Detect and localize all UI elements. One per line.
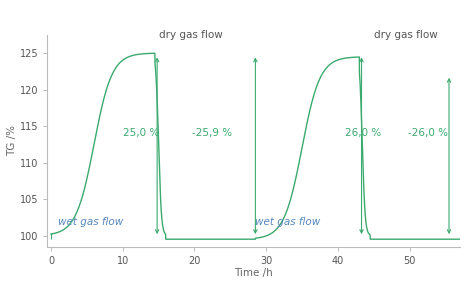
Text: 26,0 %: 26,0 % bbox=[345, 128, 381, 138]
Text: -25,9 %: -25,9 % bbox=[192, 128, 232, 138]
Text: 25,0 %: 25,0 % bbox=[122, 128, 159, 138]
Text: wet gas flow: wet gas flow bbox=[58, 218, 123, 227]
Text: dry gas flow: dry gas flow bbox=[374, 30, 438, 40]
Text: dry gas flow: dry gas flow bbox=[159, 30, 223, 40]
Text: wet gas flow: wet gas flow bbox=[255, 218, 320, 227]
Text: -26,0 %: -26,0 % bbox=[408, 128, 447, 138]
Y-axis label: TG /%: TG /% bbox=[7, 125, 17, 156]
X-axis label: Time /h: Time /h bbox=[234, 268, 273, 278]
